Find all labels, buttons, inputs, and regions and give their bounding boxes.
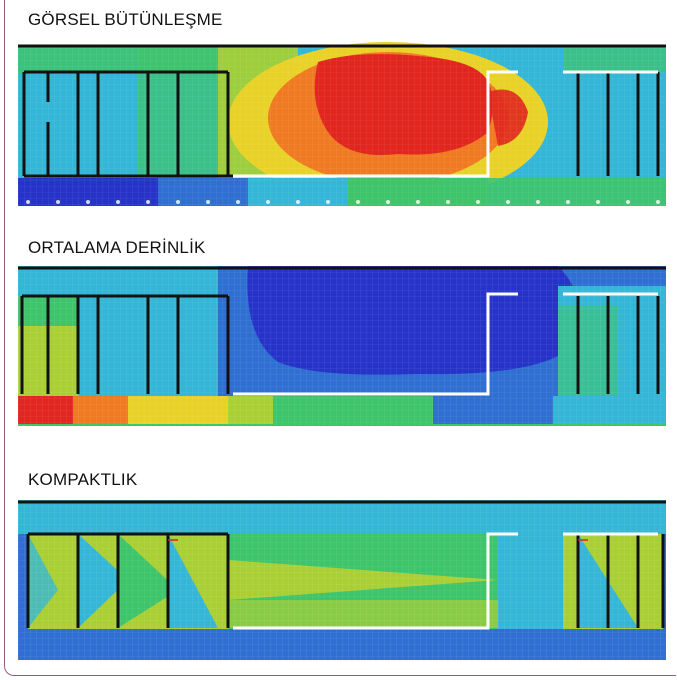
- panel-title-mean-depth: ORTALAMA DERİNLİK: [28, 238, 206, 257]
- mean-depth-map: [18, 266, 666, 428]
- panel-frame: [4, 0, 676, 676]
- compactness-map: [18, 500, 666, 662]
- panel-title-visual-integration: GÖRSEL BÜTÜNLEŞME: [28, 10, 223, 29]
- plan-walls: [18, 44, 666, 178]
- visual-integration-map: [18, 42, 666, 206]
- panel-title-compactness: KOMPAKTLIK: [28, 470, 138, 489]
